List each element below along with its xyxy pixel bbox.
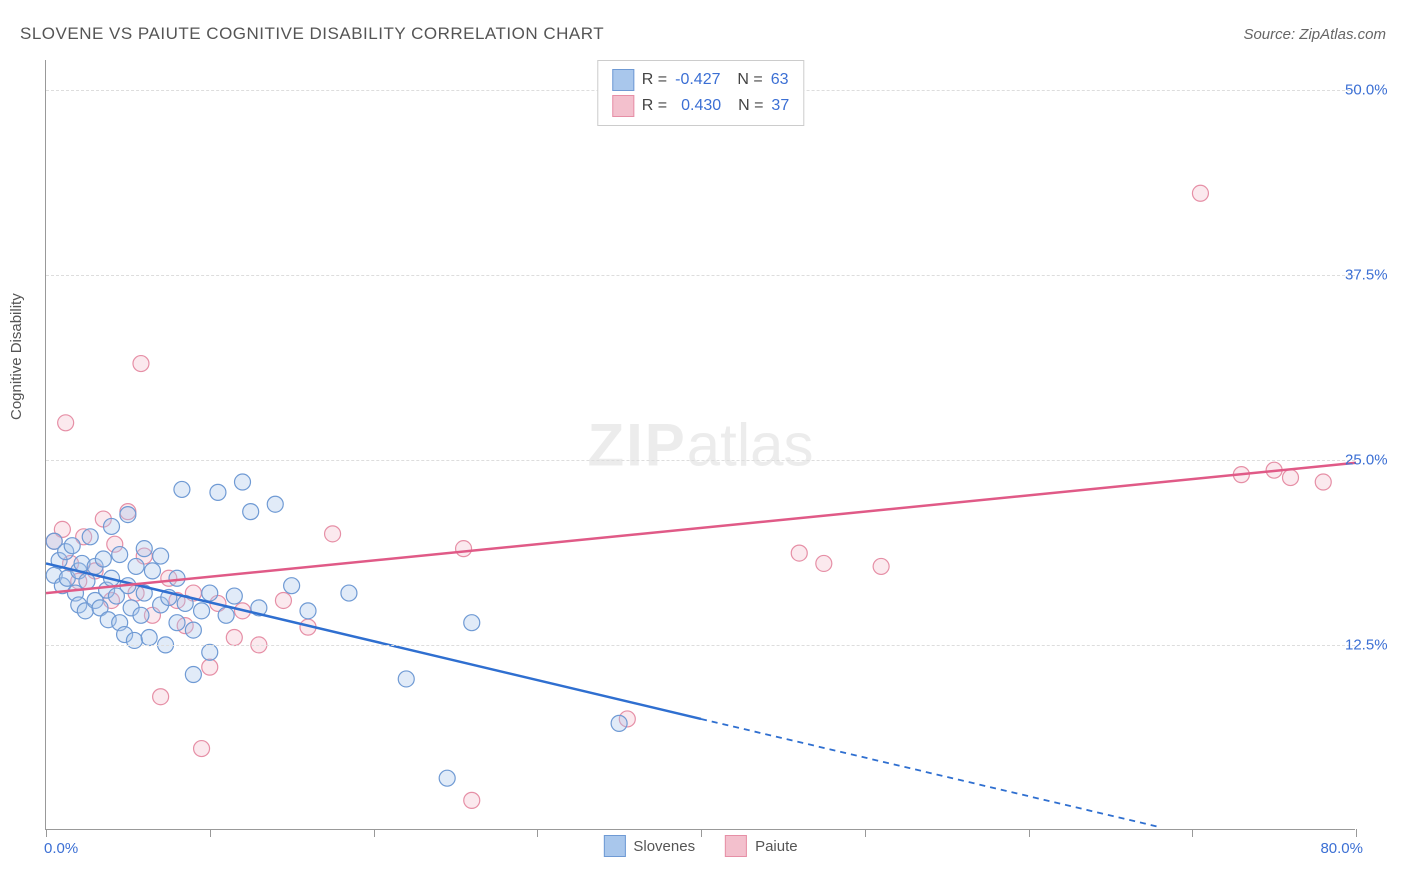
legend-row-paiute: R = 0.430 N = 37 bbox=[612, 93, 789, 119]
legend-item-slovenes: Slovenes bbox=[603, 835, 695, 857]
legend-series: Slovenes Paiute bbox=[603, 835, 797, 857]
y-axis-label: Cognitive Disability bbox=[8, 293, 25, 420]
chart-area: ZIPatlas R = -0.427 N = 63 R = 0.430 N =… bbox=[45, 60, 1355, 830]
legend-row-slovenes: R = -0.427 N = 63 bbox=[612, 67, 789, 93]
swatch-slovenes bbox=[612, 69, 634, 91]
swatch-slovenes-icon bbox=[603, 835, 625, 857]
swatch-paiute-icon bbox=[725, 835, 747, 857]
x-min-label: 0.0% bbox=[44, 840, 78, 857]
chart-title: SLOVENE VS PAIUTE COGNITIVE DISABILITY C… bbox=[20, 24, 604, 44]
legend-item-paiute: Paiute bbox=[725, 835, 798, 857]
swatch-paiute bbox=[612, 95, 634, 117]
source-label: Source: ZipAtlas.com bbox=[1243, 26, 1386, 43]
x-max-label: 80.0% bbox=[1320, 840, 1363, 857]
plot-svg bbox=[46, 60, 1355, 829]
legend-stats: R = -0.427 N = 63 R = 0.430 N = 37 bbox=[597, 60, 804, 126]
